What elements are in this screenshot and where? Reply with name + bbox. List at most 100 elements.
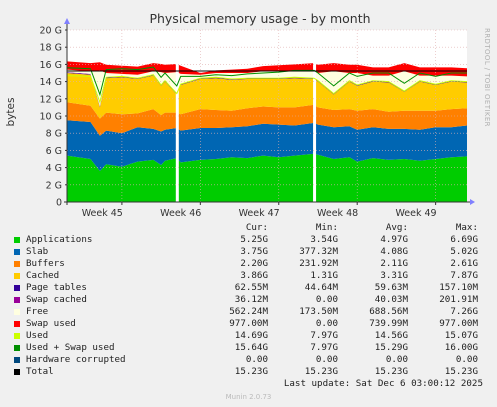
area-cached [67, 73, 467, 119]
legend-swatch [14, 345, 20, 351]
legend-min: 7.97G [310, 342, 338, 353]
legend-name: Hardware corrupted [26, 354, 126, 365]
x-tick-label: Week 47 [239, 208, 280, 219]
legend-min: 44.64M [304, 282, 338, 293]
legend-avg: 0.00 [385, 354, 408, 365]
legend-header-min: Min: [315, 222, 338, 233]
chart-title: Physical memory usage - by month [149, 11, 370, 26]
y-tick-label: 0 [56, 198, 62, 209]
y-tick-label: 14 G [40, 77, 62, 88]
y-tick-label: 18 G [40, 43, 62, 54]
legend-row: Buffers 2.20G 231.92M 2.11G 2.61G [14, 258, 488, 270]
legend-row: Free 562.24M 173.50M 688.56M 7.26G [14, 306, 488, 318]
legend-row: Total 15.23G 15.23G 15.23G 15.23G [14, 366, 488, 378]
legend-header-cur: Cur: [245, 222, 268, 233]
legend-row: Swap cached 36.12M 0.00 40.03M 201.91M [14, 294, 488, 306]
data-gap [313, 30, 317, 202]
legend-avg: 3.31G [380, 270, 408, 281]
legend-max: 157.10M [439, 282, 478, 293]
legend-min: 7.97G [310, 330, 338, 341]
legend-name: Applications [26, 234, 93, 245]
grid-lines [67, 29, 467, 202]
legend-row: Hardware corrupted 0.00 0.00 0.00 0.00 [14, 354, 488, 366]
legend-row: Slab 3.75G 377.32M 4.08G 5.02G [14, 246, 488, 258]
area-layers [67, 61, 467, 202]
legend-row: Cached 3.86G 1.31G 3.31G 7.87G [14, 270, 488, 282]
legend-avg: 4.97G [380, 234, 408, 245]
legend-max: 15.07G [444, 330, 478, 341]
x-tick-label: Week 46 [160, 208, 201, 219]
legend-cur: 62.55M [234, 282, 268, 293]
legend-cur: 0.00 [245, 354, 268, 365]
legend-table: Cur: Min: Avg: Max: Applications 5.25G 3.5… [14, 222, 488, 378]
legend-cur: 15.23G [234, 366, 268, 377]
legend-header-avg: Avg: [385, 222, 408, 233]
legend-max: 0.00 [455, 354, 478, 365]
legend-row: Swap used 977.00M 0.00 739.99M 977.00M [14, 318, 488, 330]
legend-name: Page tables [26, 282, 87, 293]
legend-cur: 15.64G [234, 342, 268, 353]
last-update: Last update: Sat Dec 6 03:00:12 2025 [283, 378, 483, 389]
munin-version: Munin 2.0.73 [225, 393, 272, 401]
y-tick-label: 4 G [46, 163, 62, 174]
legend-max: 16.00G [444, 342, 478, 353]
legend-name: Cached [26, 270, 60, 281]
y-axis-ticks: 0 2 G 4 G 6 G 8 G 10 G 12 G 14 G 16 G 18 G 20 G [40, 26, 67, 209]
legend-rows: Applications 5.25G 3.54G 4.97G 6.69G Slab 3.75… [14, 234, 488, 378]
legend-cur: 3.75G [240, 246, 268, 257]
x-axis-ticks: Week 45 Week 46 Week 47 Week 48 Week 49 [82, 202, 437, 219]
legend-cur: 14.69G [234, 330, 268, 341]
legend-swatch [14, 285, 20, 291]
y-tick-label: 20 G [40, 26, 62, 37]
legend-min: 231.92M [299, 258, 338, 269]
y-tick-label: 10 G [40, 112, 62, 123]
legend-name: Swap cached [26, 294, 87, 305]
y-tick-label: 6 G [46, 146, 62, 157]
legend-min: 15.23G [304, 366, 338, 377]
line-used-swap-used [66, 66, 467, 97]
y-axis-arrow [64, 18, 70, 24]
legend-name: Free [26, 306, 49, 317]
legend-cur: 5.25G [240, 234, 268, 245]
legend-max: 5.02G [450, 246, 478, 257]
legend-min: 173.50M [299, 306, 338, 317]
legend-row: Applications 5.25G 3.54G 4.97G 6.69G [14, 234, 488, 246]
legend-min: 0.00 [315, 294, 338, 305]
y-tick-label: 2 G [46, 180, 62, 191]
line-used [66, 74, 468, 104]
area-buffers [67, 102, 467, 136]
legend-swatch [14, 333, 20, 339]
legend-max: 201.91M [439, 294, 478, 305]
legend-avg: 739.99M [369, 318, 408, 329]
legend-max: 15.23G [444, 366, 478, 377]
legend-avg: 15.23G [374, 366, 408, 377]
legend-name: Used + Swap used [26, 342, 115, 353]
legend-min: 3.54G [310, 234, 338, 245]
legend-min: 0.00 [315, 318, 338, 329]
legend-avg: 59.63M [374, 282, 408, 293]
legend-name: Buffers [26, 258, 65, 269]
legend-max: 7.87G [450, 270, 478, 281]
legend-min: 377.32M [299, 246, 338, 257]
legend-cur: 3.86G [240, 270, 268, 281]
legend-name: Used [26, 330, 49, 341]
data-gap [175, 30, 179, 202]
legend-max: 7.26G [450, 306, 478, 317]
legend-swatch [14, 249, 20, 255]
legend-max: 977.00M [439, 318, 478, 329]
legend-avg: 15.29G [374, 342, 408, 353]
legend-avg: 40.03M [374, 294, 408, 305]
y-tick-label: 12 G [40, 94, 62, 105]
legend-header-max: Max: [455, 222, 478, 233]
legend-cur: 977.00M [229, 318, 268, 329]
legend-avg: 14.56G [374, 330, 408, 341]
legend-cur: 2.20G [240, 258, 268, 269]
legend-avg: 2.11G [380, 258, 408, 269]
legend-swatch [14, 357, 20, 363]
legend-row: Page tables 62.55M 44.64M 59.63M 157.10M [14, 282, 488, 294]
legend-swatch [14, 297, 20, 303]
x-axis-arrow [470, 199, 475, 205]
x-tick-label: Week 48 [317, 208, 358, 219]
legend-swatch [14, 237, 20, 243]
legend-avg: 688.56M [369, 306, 408, 317]
